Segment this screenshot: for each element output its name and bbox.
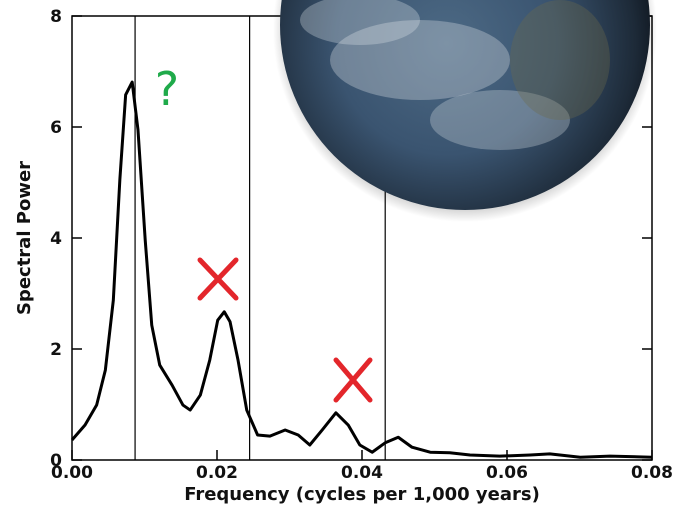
plot-area: 0 2 4 6 8 0.00 0.02 0.04 0.06 0.08: [50, 7, 673, 483]
annotation: ?: [155, 62, 179, 116]
x-tick-label: 0.00: [51, 463, 93, 483]
red-x: [197, 257, 239, 301]
earth-image: [273, 0, 657, 222]
x-tick-label: 0.08: [631, 463, 673, 483]
y-tick-label: 2: [50, 340, 62, 360]
y-axis-label: Spectral Power: [14, 161, 35, 315]
y-tick-label: 8: [50, 7, 62, 27]
y-tick-label: 4: [50, 229, 62, 249]
y-tick-label: 6: [50, 118, 62, 138]
x-tick-label: 0.02: [196, 463, 238, 483]
x-axis-label: Frequency (cycles per 1,000 years): [184, 484, 540, 505]
rejected-markers: [197, 257, 373, 403]
spectrum-line: [70, 80, 653, 459]
x-tick-label: 0.04: [341, 463, 383, 483]
y-tick-label: 0: [50, 451, 62, 471]
red-x: [333, 357, 373, 403]
x-tick-label: 0.06: [486, 463, 528, 483]
